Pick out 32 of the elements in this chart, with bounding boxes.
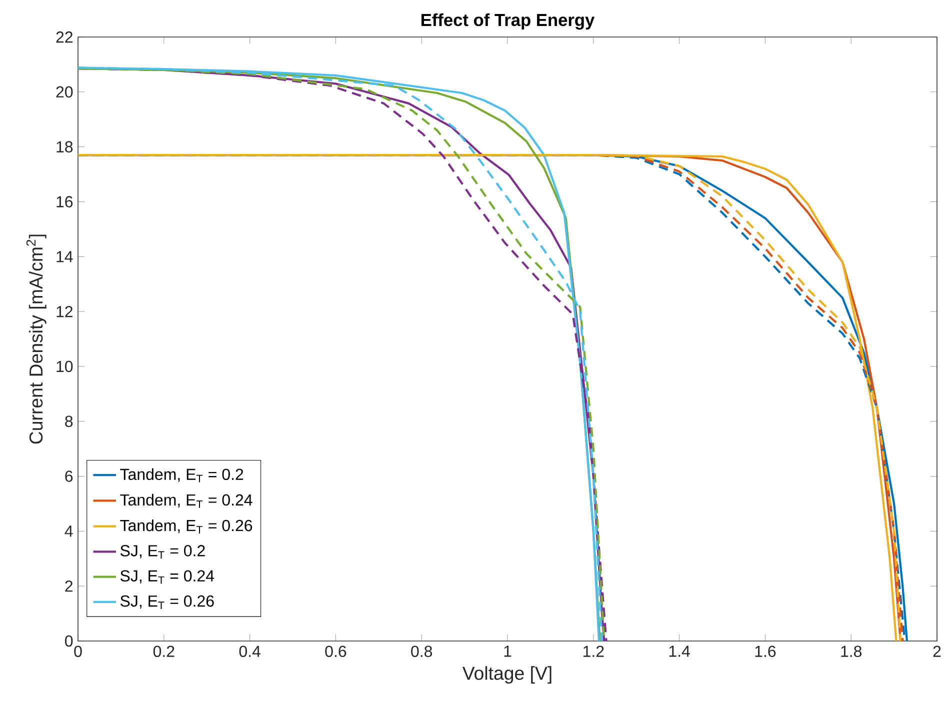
x-tick-label: 0.6	[325, 646, 346, 658]
y-tick-label: 16	[56, 196, 73, 208]
x-tick-label: 1	[504, 646, 512, 657]
legend-label: SJ, E$_{T}$ = 0.26	[120, 595, 214, 609]
x-tick-label: 1.2	[583, 646, 604, 657]
y-tick-label: 12	[56, 306, 72, 318]
legend-label: Tandem, E$_{T}$ = 0.26	[120, 519, 252, 534]
x-tick-label: 0.8	[411, 646, 432, 658]
y-axis-title: Current Density [mA/cm$^{2}$]	[26, 234, 46, 444]
y-tick-label: 18	[56, 141, 73, 152]
legend-label: SJ, E$_{T}$ = 0.24	[120, 570, 214, 584]
x-tick-label: 2	[933, 646, 941, 657]
y-tick-label: 10	[56, 360, 73, 372]
chart-title: Effect of Trap Energy	[421, 13, 595, 30]
x-tick-label: 1.4	[669, 646, 690, 657]
y-tick-label: 6	[65, 470, 73, 482]
x-axis-title: Voltage [V]	[462, 666, 552, 684]
x-tick-label: 1.8	[841, 646, 862, 658]
legend-label: Tandem, E$_{T}$ = 0.24	[120, 494, 252, 508]
legend-label: Tandem, E$_{T}$ = 0.2	[120, 468, 244, 482]
y-tick-label: 8	[65, 416, 73, 428]
x-tick-label: 1.6	[755, 646, 776, 658]
y-tick-label: 2	[65, 580, 72, 592]
y-tick-label: 4	[64, 526, 73, 537]
y-tick-label: 22	[56, 31, 72, 43]
x-tick-label: 0	[74, 646, 82, 658]
legend-label: SJ, E$_{T}$ = 0.2	[120, 545, 205, 559]
y-tick-label: 14	[56, 251, 73, 262]
y-tick-label: 20	[56, 86, 73, 98]
x-tick-label: 0.2	[153, 646, 174, 658]
x-tick-label: 0.4	[239, 646, 260, 658]
y-tick-label: 0	[65, 635, 73, 647]
